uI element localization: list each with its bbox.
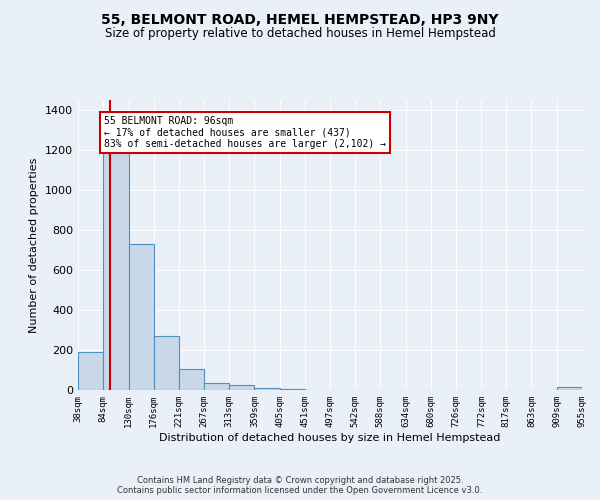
Bar — [103, 152, 128, 390]
Y-axis label: Number of detached properties: Number of detached properties — [29, 158, 40, 332]
Text: Contains HM Land Registry data © Crown copyright and database right 2025.
Contai: Contains HM Land Registry data © Crown c… — [118, 476, 482, 495]
Bar — [179, 369, 204, 390]
Bar — [204, 383, 229, 390]
Bar — [557, 387, 582, 390]
Bar — [154, 336, 179, 390]
Text: 55, BELMONT ROAD, HEMEL HEMPSTEAD, HP3 9NY: 55, BELMONT ROAD, HEMEL HEMPSTEAD, HP3 9… — [101, 12, 499, 26]
Text: 55 BELMONT ROAD: 96sqm
← 17% of detached houses are smaller (437)
83% of semi-de: 55 BELMONT ROAD: 96sqm ← 17% of detached… — [104, 116, 386, 149]
Bar — [229, 385, 254, 390]
Bar — [128, 244, 154, 390]
Text: Size of property relative to detached houses in Hemel Hempstead: Size of property relative to detached ho… — [104, 28, 496, 40]
Bar — [254, 388, 280, 390]
Bar — [78, 352, 103, 390]
X-axis label: Distribution of detached houses by size in Hemel Hempstead: Distribution of detached houses by size … — [160, 432, 500, 442]
